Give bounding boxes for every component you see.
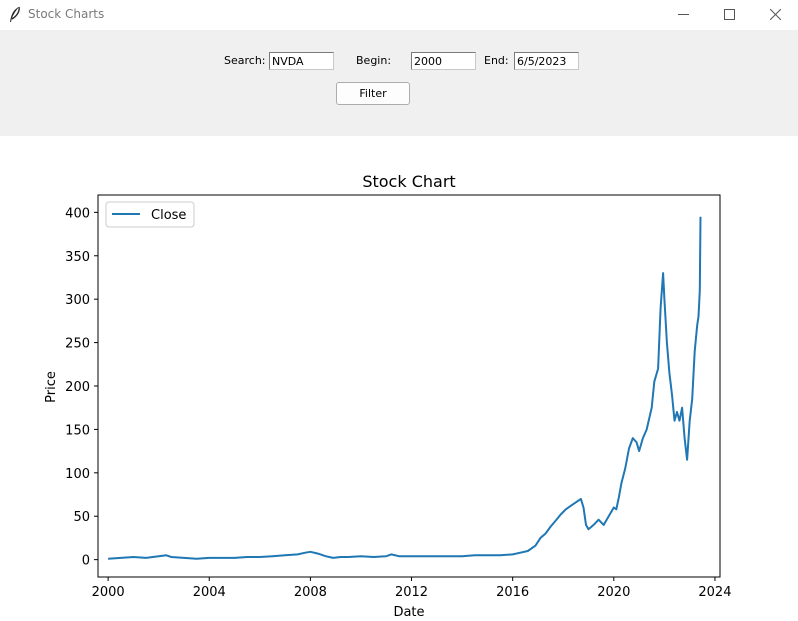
x-tick-label: 2020: [597, 585, 630, 600]
y-tick-label: 0: [82, 554, 90, 569]
end-label: End:: [484, 54, 509, 67]
filter-button[interactable]: Filter: [336, 82, 410, 105]
filter-toolbar: Search: Begin: End: Filter: [0, 30, 798, 136]
maximize-icon: [724, 9, 735, 20]
search-input[interactable]: [269, 52, 334, 70]
maximize-button[interactable]: [706, 0, 752, 30]
chart-legend: Close: [105, 201, 195, 228]
y-tick-label: 250: [65, 337, 90, 352]
y-tick-label: 350: [65, 250, 90, 265]
stock-chart: Stock Chart 2000 2004 2008 2012 2016 2020 2024…: [44, 172, 731, 620]
x-tick-label: 2012: [395, 585, 428, 600]
begin-date-input[interactable]: [411, 52, 476, 70]
y-axis-label: Price: [44, 371, 59, 403]
window-title: Stock Charts: [28, 7, 105, 21]
y-tick-label: 300: [65, 293, 90, 308]
close-button[interactable]: [752, 0, 798, 30]
search-label: Search:: [224, 54, 266, 67]
close-icon: [770, 9, 781, 20]
plot-frame: [97, 194, 721, 578]
legend-box: [105, 201, 195, 228]
x-axis-label: Date: [393, 605, 424, 620]
title-bar: Stock Charts: [0, 0, 798, 30]
y-tick-label: 400: [65, 206, 90, 221]
y-tick-label: 150: [65, 423, 90, 438]
begin-label: Begin:: [356, 54, 392, 67]
x-tick-label: 2016: [496, 585, 529, 600]
y-tick-label: 100: [65, 467, 90, 482]
y-tick-label: 50: [73, 510, 90, 525]
feather-icon: [10, 6, 20, 22]
x-tick-label: 2000: [92, 585, 125, 600]
minimize-icon: [678, 14, 689, 15]
y-tick-label: 200: [65, 380, 90, 395]
legend-label-close: Close: [151, 208, 186, 223]
x-tick-label: 2008: [294, 585, 327, 600]
chart-title: Stock Chart: [362, 172, 455, 191]
series-line-close: [108, 216, 702, 560]
x-tick-label: 2004: [193, 585, 226, 600]
end-date-input[interactable]: [514, 52, 579, 70]
plot-area: 2000 2004 2008 2012 2016 2020 2024 0 50 100 150 200…: [65, 194, 731, 600]
x-tick-label: 2024: [698, 585, 731, 600]
minimize-button[interactable]: [660, 0, 706, 30]
